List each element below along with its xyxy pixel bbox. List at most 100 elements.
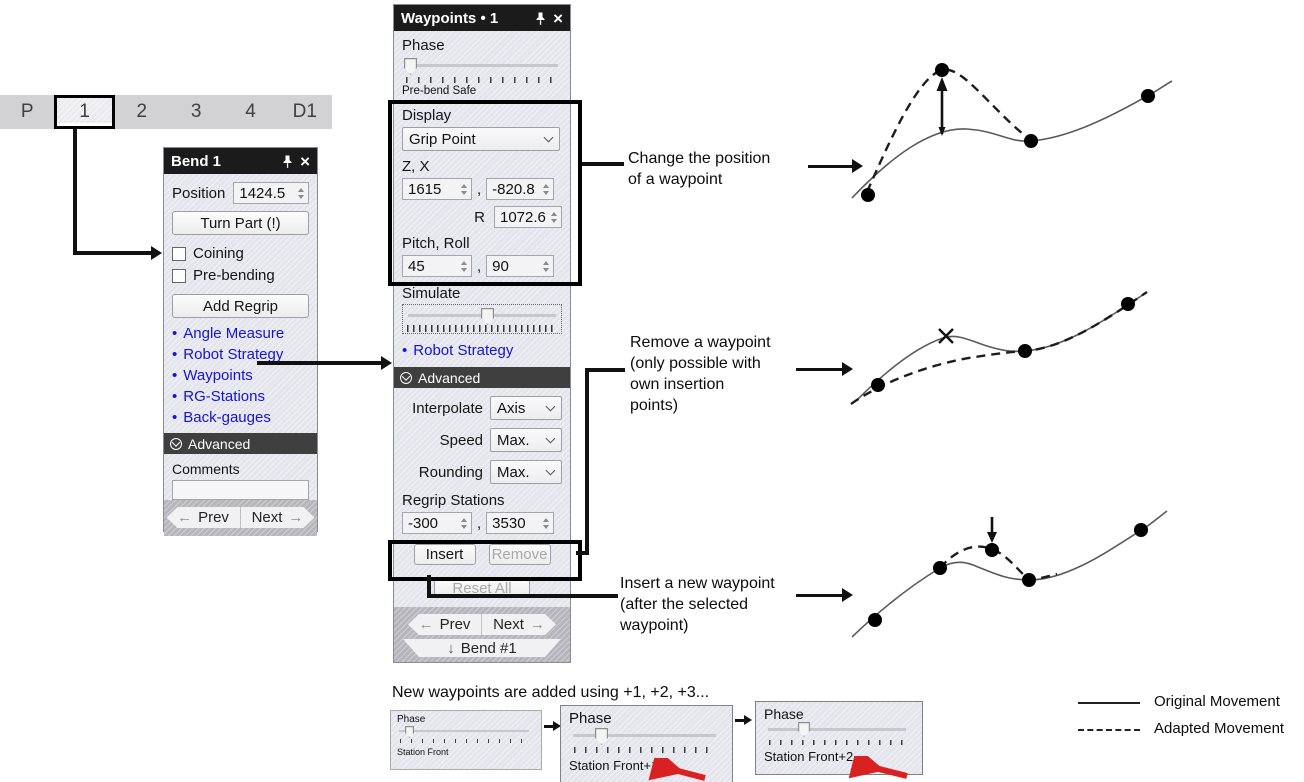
connector-tab-to-bend-horizontal — [73, 251, 151, 255]
spinner-up[interactable] — [461, 183, 467, 188]
prebending-checkbox[interactable] — [172, 268, 186, 283]
turn-part-button[interactable]: Turn Part (!) — [172, 211, 309, 235]
spinner-down[interactable] — [543, 524, 550, 529]
spinner-down[interactable] — [543, 190, 550, 195]
coining-checkbox[interactable] — [172, 246, 186, 261]
phase-slider-thumb[interactable] — [404, 58, 417, 75]
tab-4[interactable]: 4 — [245, 101, 256, 122]
bend-nav-button[interactable]: ↓ Bend #1 — [403, 639, 561, 657]
simulate-label: Simulate — [402, 285, 461, 302]
phase-slider[interactable] — [397, 725, 535, 738]
mini-phase-panel-3: Phase Station Front+2 — [755, 701, 923, 775]
add-regrip-button[interactable]: Add Regrip — [172, 294, 309, 318]
bend-panel-footer: ← Prev Next → — [164, 500, 317, 536]
tab-p[interactable]: P — [20, 101, 34, 122]
x-field[interactable]: -820.8 — [486, 178, 555, 200]
spinner-up[interactable] — [551, 211, 557, 216]
simulate-slider-thumb[interactable] — [481, 308, 494, 325]
link-angle-measure[interactable]: • Angle Measure — [172, 325, 285, 342]
spinner-down[interactable] — [298, 194, 304, 199]
close-icon[interactable]: × — [553, 8, 563, 28]
phase-slider[interactable] — [764, 722, 914, 739]
arrowhead-diagram-2 — [842, 362, 853, 376]
interpolate-dropdown[interactable]: Axis — [490, 396, 562, 420]
diagram-remove-waypoint — [850, 291, 1148, 405]
arrow-mini-2-3 — [735, 719, 744, 722]
tab-3[interactable]: 3 — [190, 101, 202, 122]
spinner-down[interactable] — [461, 267, 467, 272]
arrowhead-diagram-3 — [842, 588, 853, 602]
link-waypoints[interactable]: • Waypoints — [172, 367, 253, 384]
regrip-to-field[interactable]: 3530 — [486, 512, 555, 534]
r-field[interactable]: 1072.6 — [494, 206, 562, 228]
mini-phase-panel-1: Phase Station Front — [390, 710, 542, 770]
pin-icon[interactable] — [282, 155, 293, 168]
spinner-up[interactable] — [543, 260, 550, 265]
waypoints-panel-title: Waypoints • 1 — [401, 9, 499, 27]
prebending-label: Pre-bending — [193, 267, 275, 284]
bend-panel: Bend 1 × Position 1424.5 Turn Part (!) C… — [163, 147, 318, 536]
speed-dropdown[interactable]: Max. — [490, 428, 562, 452]
phase-slider-thumb[interactable] — [595, 728, 608, 745]
bend-panel-header: Bend 1 × — [164, 148, 317, 174]
legend-adapted-line — [1078, 729, 1140, 731]
phase-caption: Station Front+1 — [569, 758, 659, 773]
pitch-field[interactable]: 45 — [402, 255, 472, 277]
close-icon[interactable]: × — [300, 151, 310, 171]
spinner-down[interactable] — [461, 190, 467, 195]
legend-original-line — [1078, 702, 1140, 704]
waypoints-panel-header: Waypoints • 1 × — [394, 5, 570, 31]
regrip-stations-label: Regrip Stations — [402, 492, 505, 509]
simulate-slider-ticks — [407, 325, 557, 332]
tab-2[interactable]: 2 — [136, 101, 148, 122]
spinner-up[interactable] — [298, 187, 304, 192]
spinner-down[interactable] — [543, 267, 550, 272]
phase-label: Phase — [402, 37, 445, 54]
spinner-up[interactable] — [461, 517, 467, 522]
comments-input[interactable] — [172, 480, 309, 500]
simulate-slider[interactable] — [402, 304, 562, 334]
phase-slider[interactable] — [569, 727, 724, 746]
link-back-gauges[interactable]: • Back-gauges — [172, 409, 271, 426]
prev-button[interactable]: ← Prev — [166, 507, 241, 528]
prev-button[interactable]: ← Prev — [408, 614, 482, 635]
collapse-icon — [400, 371, 412, 384]
legend-adapted-label: Adapted Movement — [1154, 720, 1285, 737]
arrow-to-diagram-1 — [808, 165, 852, 168]
spinner-up[interactable] — [543, 183, 550, 188]
next-button[interactable]: Next → — [241, 507, 315, 528]
position-field[interactable]: 1424.5 — [233, 182, 309, 204]
comments-label: Comments — [172, 461, 240, 477]
link-rg-stations[interactable]: • RG-Stations — [172, 388, 265, 405]
spinner-down[interactable] — [551, 218, 557, 223]
waypoints-advanced-header[interactable]: Advanced — [394, 367, 570, 388]
arrowhead-diagram-1 — [852, 159, 863, 173]
regrip-from-field[interactable]: -300 — [402, 512, 472, 534]
tab-1-selected[interactable]: 1 — [54, 95, 115, 129]
phase-slider[interactable] — [402, 56, 562, 76]
phase-slider-thumb[interactable] — [798, 722, 810, 737]
rounding-dropdown[interactable]: Max. — [490, 460, 562, 484]
arrowhead-mini-2-3 — [744, 715, 752, 725]
spinner-up[interactable] — [461, 260, 467, 265]
roll-field[interactable]: 90 — [486, 255, 555, 277]
next-button[interactable]: Next → — [482, 614, 556, 635]
phase-slider-thumb[interactable] — [405, 726, 414, 738]
insert-button[interactable]: Insert — [413, 544, 476, 565]
display-dropdown[interactable]: Grip Point — [402, 127, 560, 151]
display-label: Display — [402, 107, 452, 124]
spinner-down[interactable] — [461, 524, 467, 529]
tab-d1[interactable]: D1 — [292, 101, 317, 122]
robot-strategy-link[interactable]: • Robot Strategy — [402, 342, 514, 359]
z-field[interactable]: 1615 — [402, 178, 472, 200]
interpolate-label: Interpolate — [412, 399, 483, 417]
phase-caption: Pre-bend Safe — [402, 85, 477, 97]
remove-button[interactable]: Remove — [488, 544, 551, 565]
spinner-up[interactable] — [543, 517, 550, 522]
speed-label: Speed — [439, 431, 483, 449]
phase-caption: Station Front+2 — [764, 749, 854, 764]
bend-advanced-header[interactable]: Advanced — [164, 433, 317, 454]
link-robot-strategy[interactable]: • Robot Strategy — [172, 346, 284, 363]
pin-icon[interactable] — [535, 12, 546, 25]
